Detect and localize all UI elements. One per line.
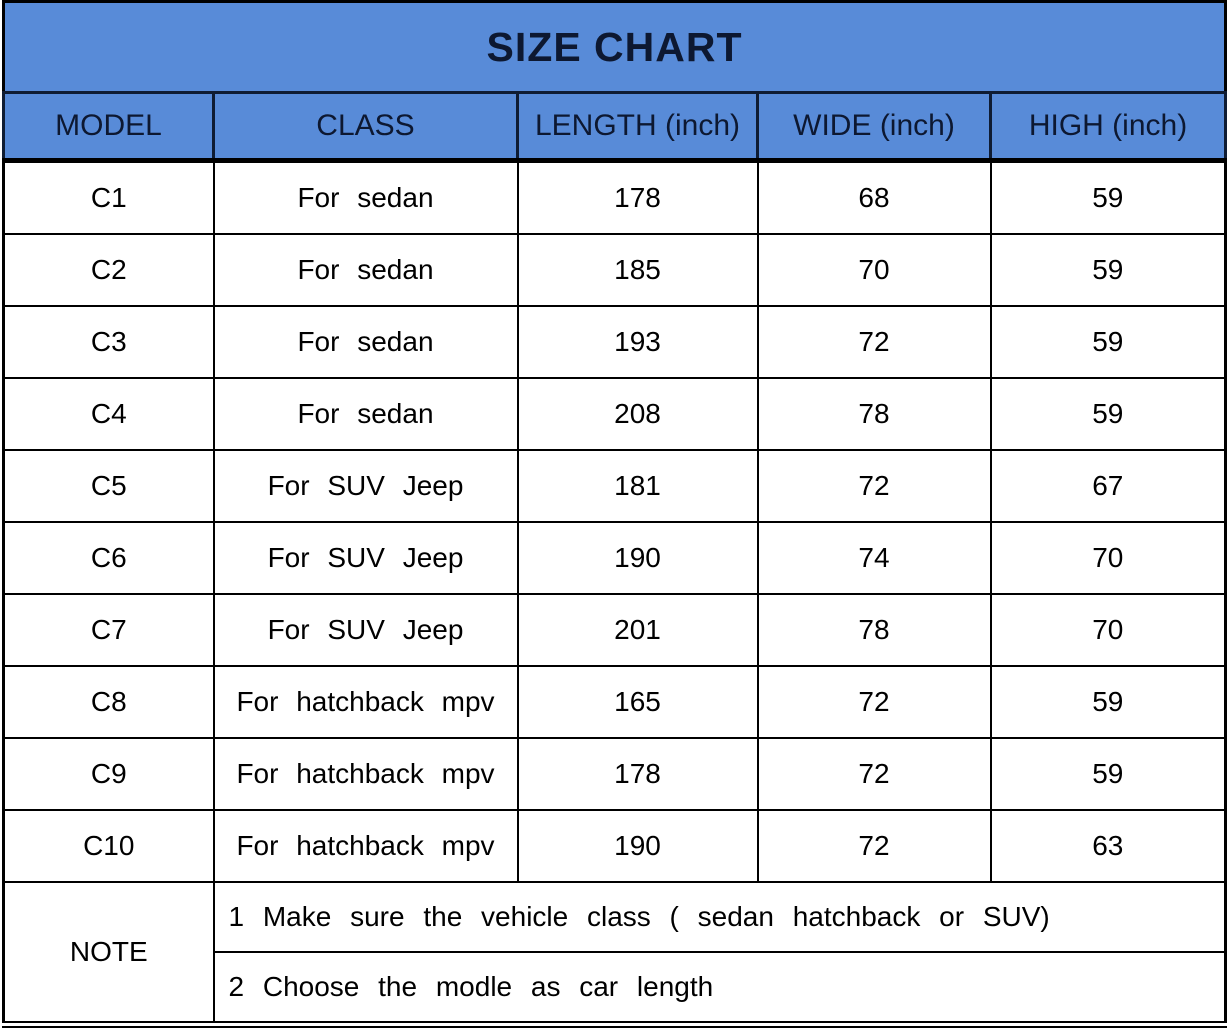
length-cell: 165: [516, 665, 759, 739]
table-row-c2: C2 For sedan 185 70 59: [2, 233, 1227, 307]
length-cell: 190: [516, 809, 759, 883]
table-row-c3: C3 For sedan 193 72 59: [2, 305, 1227, 379]
column-header-wide: WIDE (inch): [756, 91, 992, 163]
page-title: SIZE CHART: [3, 1, 1226, 94]
note-label-cell: NOTE: [2, 881, 215, 1026]
model-cell: C7: [2, 593, 215, 667]
high-cell: 70: [989, 593, 1227, 667]
high-cell: 59: [989, 377, 1227, 451]
length-cell: 201: [516, 593, 759, 667]
wide-cell: 70: [756, 233, 992, 307]
model-cell: C6: [2, 521, 215, 595]
wide-cell: 68: [756, 159, 992, 235]
table-row-c7: C7 For SUV Jeep 201 78 70: [2, 593, 1227, 667]
model-cell: C1: [2, 159, 215, 235]
high-cell: 59: [989, 665, 1227, 739]
high-cell: 63: [989, 809, 1227, 883]
wide-cell: 72: [756, 305, 992, 379]
model-cell: C5: [2, 449, 215, 523]
class-cell: For SUV Jeep: [212, 521, 519, 595]
wide-cell: 78: [756, 377, 992, 451]
wide-cell: 72: [756, 809, 992, 883]
class-cell: For SUV Jeep: [212, 449, 519, 523]
table-row-c1: C1 For sedan 178 68 59: [2, 159, 1227, 235]
length-cell: 178: [516, 737, 759, 811]
column-header-model: MODEL: [2, 91, 215, 163]
table-row-c9: C9 For hatchback mpv 178 72 59: [2, 737, 1227, 811]
model-cell: C2: [2, 233, 215, 307]
length-cell: 185: [516, 233, 759, 307]
table-row-c5: C5 For SUV Jeep 181 72 67: [2, 449, 1227, 523]
high-cell: 67: [989, 449, 1227, 523]
wide-cell: 74: [756, 521, 992, 595]
length-cell: 208: [516, 377, 759, 451]
high-cell: 70: [989, 521, 1227, 595]
model-cell: C8: [2, 665, 215, 739]
length-cell: 181: [516, 449, 759, 523]
column-header-class: CLASS: [212, 91, 519, 163]
class-cell: For sedan: [212, 305, 519, 379]
class-cell: For sedan: [212, 377, 519, 451]
length-cell: 178: [516, 159, 759, 235]
class-cell: For sedan: [212, 159, 519, 235]
wide-cell: 72: [756, 449, 992, 523]
note-text-2: 2 Choose the modle as car length: [212, 951, 1227, 1026]
column-header-high: HIGH (inch): [988, 91, 1227, 163]
length-cell: 190: [516, 521, 759, 595]
table-row-c10: C10 For hatchback mpv 190 72 63: [2, 809, 1227, 883]
note-row-1: NOTE 1 Make sure the vehicle class ( sed…: [2, 881, 1227, 1026]
class-cell: For SUV Jeep: [212, 593, 519, 667]
high-cell: 59: [989, 159, 1227, 235]
table-row-c6: C6 For SUV Jeep 190 74 70: [2, 521, 1227, 595]
class-cell: For hatchback mpv: [212, 737, 519, 811]
note-text-1: 1 Make sure the vehicle class ( sedan ha…: [212, 881, 1227, 953]
model-cell: C4: [2, 377, 215, 451]
table-row-c4: C4 For sedan 208 78 59: [2, 377, 1227, 451]
model-cell: C10: [2, 809, 215, 883]
model-cell: C3: [2, 305, 215, 379]
wide-cell: 72: [756, 737, 992, 811]
high-cell: 59: [989, 305, 1227, 379]
class-cell: For hatchback mpv: [212, 809, 519, 883]
table-row-c8: C8 For hatchback mpv 165 72 59: [2, 665, 1227, 739]
length-cell: 193: [516, 305, 759, 379]
wide-cell: 78: [756, 593, 992, 667]
high-cell: 59: [989, 233, 1227, 307]
column-header-length: LENGTH (inch): [516, 91, 759, 163]
title-row: SIZE CHART: [3, 1, 1226, 94]
column-header-row: MODEL CLASS LENGTH (inch) WIDE (inch) HI…: [2, 91, 1227, 163]
model-cell: C9: [2, 737, 215, 811]
high-cell: 59: [989, 737, 1227, 811]
class-cell: For sedan: [212, 233, 519, 307]
wide-cell: 72: [756, 665, 992, 739]
class-cell: For hatchback mpv: [212, 665, 519, 739]
